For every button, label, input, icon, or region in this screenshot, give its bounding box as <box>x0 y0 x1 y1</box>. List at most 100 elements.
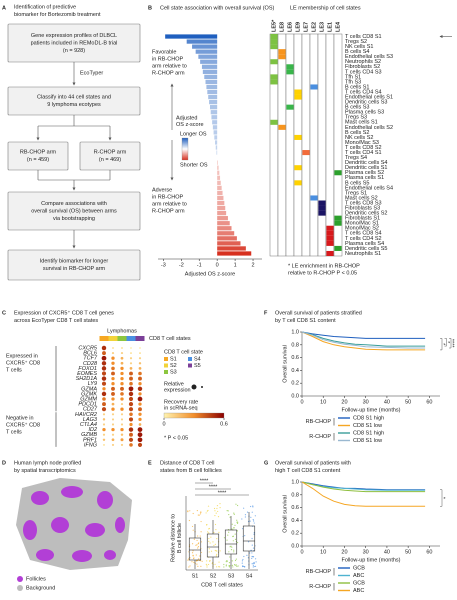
jitter-point <box>232 540 234 542</box>
dot <box>129 371 133 376</box>
dot <box>129 422 133 427</box>
x-tick-label: 0 <box>300 549 303 555</box>
box <box>206 533 220 558</box>
box <box>242 525 256 552</box>
jitter-point <box>193 557 195 560</box>
panel-label: A <box>2 5 6 11</box>
legend-swatch <box>164 370 168 374</box>
dot <box>111 366 115 371</box>
dot <box>101 345 107 351</box>
jitter-point <box>211 562 213 564</box>
jitter-point <box>230 549 233 551</box>
dot <box>129 376 133 381</box>
jitter-point <box>206 560 208 562</box>
dot <box>128 391 134 397</box>
jitter-point <box>228 513 230 516</box>
significance: * <box>440 343 446 346</box>
dot <box>102 427 106 432</box>
jitter-point <box>198 514 200 516</box>
membership-cell <box>334 215 342 221</box>
jitter-point <box>200 531 202 533</box>
membership-cell <box>334 170 342 176</box>
legend-label: Background <box>26 585 55 591</box>
dot <box>120 427 124 432</box>
jitter-point <box>246 511 249 513</box>
legend-label: CD8 S1 low <box>353 438 382 444</box>
dot <box>128 417 134 422</box>
jitter-point <box>217 510 219 513</box>
gene-label: FOXO1 <box>78 366 97 372</box>
jitter-point <box>214 510 216 512</box>
dot <box>111 391 115 396</box>
x-tick-label: S2 <box>210 573 217 579</box>
dot <box>129 367 133 370</box>
bar <box>192 44 218 49</box>
ecotype-column <box>301 33 311 257</box>
jitter-point <box>252 556 255 558</box>
jitter-point <box>212 541 214 543</box>
bar <box>215 140 218 145</box>
jitter-point <box>228 562 231 564</box>
survival-curve <box>301 331 426 339</box>
jitter-point <box>228 531 230 533</box>
dot <box>120 382 124 386</box>
column-label: LE3 <box>319 22 325 32</box>
dot <box>111 407 115 411</box>
jitter-point <box>198 558 200 560</box>
jitter-point <box>253 562 255 565</box>
jitter-point <box>215 550 217 552</box>
jitter-point <box>249 520 251 522</box>
bar <box>217 226 232 231</box>
dot <box>102 402 106 407</box>
dot <box>138 402 142 406</box>
jitter-point <box>233 551 235 553</box>
x-tick-label: 0 <box>300 399 303 405</box>
box-text: 9 lymphoma ecotypes <box>47 102 101 108</box>
legend-label: ABC <box>353 573 364 579</box>
jitter-point <box>241 562 243 564</box>
ecotype-column <box>277 33 287 257</box>
state-label: Endothelial cells S1 <box>345 95 393 101</box>
state-label: Mast cells S2 <box>345 195 378 201</box>
box-text: overall survival (OS) between arms <box>31 208 117 214</box>
jitter-point <box>231 564 234 566</box>
jitter-point <box>254 558 257 560</box>
bar <box>217 221 230 226</box>
jitter-point <box>223 566 225 568</box>
jitter-point <box>243 507 245 509</box>
panel-title: Cell state association with overall surv… <box>160 5 274 11</box>
dot <box>129 412 133 417</box>
dot <box>130 347 132 349</box>
membership-cell <box>334 220 342 226</box>
dot <box>120 443 124 446</box>
dot <box>111 423 115 426</box>
jitter-point <box>254 565 257 567</box>
bracket <box>440 338 443 351</box>
panel-title: high T cell CD8 S1 content <box>275 468 341 474</box>
dot <box>120 352 124 355</box>
jitter-point <box>236 565 238 568</box>
membership-cell <box>318 210 326 216</box>
group-label: Negative in <box>6 415 34 421</box>
jitter-point <box>216 507 218 510</box>
jitter-point <box>251 563 253 565</box>
y-axis-label: Overall survival <box>282 495 288 533</box>
legend-swatch <box>188 357 192 361</box>
jitter-point <box>189 565 191 567</box>
arm-label: RB-CHOP <box>306 419 332 425</box>
membership-cell <box>302 150 310 156</box>
column-label: LE7 <box>303 22 309 32</box>
state-label: T cells CD8 S1 <box>345 34 382 40</box>
jitter-point <box>191 561 193 563</box>
dot <box>120 371 124 376</box>
state-label: Dendritic cells S5 <box>345 246 388 252</box>
dot <box>138 371 142 376</box>
bracket <box>449 338 452 349</box>
jitter-point <box>196 539 198 542</box>
panel-title: Overall survival of patients with <box>275 460 351 466</box>
jitter-point <box>242 565 244 567</box>
dot <box>120 386 124 391</box>
dot <box>137 442 143 447</box>
jitter-point <box>231 546 233 548</box>
